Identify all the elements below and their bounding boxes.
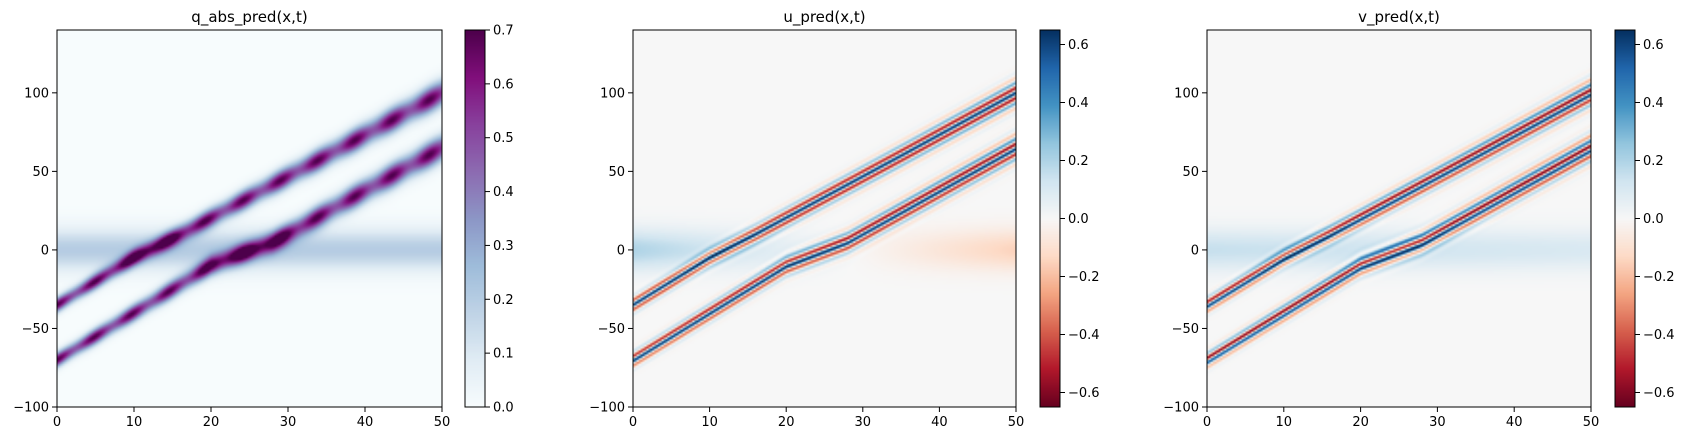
y-tick-label: 0 <box>1191 243 1199 258</box>
colorbar-tick-label: 0.0 <box>1643 212 1664 227</box>
colorbar-tick-label: −0.4 <box>1068 328 1100 343</box>
axes-frame <box>632 29 1017 408</box>
panel-title: u_pred(x,t) <box>783 8 865 27</box>
colorbar-tick-label: 0.0 <box>1068 212 1089 227</box>
y-tick-label: −50 <box>598 322 625 337</box>
colorbar-tick-label: 0.5 <box>493 131 514 146</box>
y-tick-label: 100 <box>24 86 49 101</box>
y-tick-label: −50 <box>1172 322 1199 337</box>
x-tick-label: 0 <box>53 415 61 430</box>
colorbar-tick-label: 0.2 <box>493 293 514 308</box>
colorbar-tick-label: 0.6 <box>1643 38 1664 53</box>
chart-panel-3: v_pred(x,t)0 10 20 30 40 50−100−50050100−0.6−… <box>1163 8 1674 430</box>
y-tick-label: −100 <box>13 401 49 416</box>
colorbar-tick-label: 0.7 <box>493 24 514 39</box>
colorbar: −0.6 −0.4 −0.2 0.0 0.2 0.4 0.6 <box>1614 29 1675 408</box>
colorbar-tick-label: 0.4 <box>1643 96 1664 111</box>
x-tick-label: 10 <box>701 415 718 430</box>
heatmap-image <box>57 30 442 407</box>
x-tick-label: 30 <box>1429 415 1446 430</box>
colorbar: −0.6 −0.4 −0.2 0.0 0.2 0.4 0.6 <box>1039 29 1100 408</box>
x-tick-label: 20 <box>1352 415 1369 430</box>
y-tick-label: 50 <box>1182 165 1199 180</box>
x-tick-label: 20 <box>203 415 220 430</box>
y-tick-label: −100 <box>589 401 625 416</box>
x-tick-label: 10 <box>1276 415 1293 430</box>
x-tick-label: 50 <box>1008 415 1025 430</box>
y-tick-label: 0 <box>41 243 49 258</box>
x-tick-label: 0 <box>1203 415 1211 430</box>
y-tick-label: 50 <box>608 165 625 180</box>
x-tick-label: 40 <box>357 415 374 430</box>
colorbar-tick-label: −0.2 <box>1068 270 1100 285</box>
x-tick-label: 50 <box>1583 415 1600 430</box>
colorbar-gradient <box>1615 30 1635 407</box>
y-tick-label: 0 <box>617 243 625 258</box>
heatmap-image <box>633 30 1016 407</box>
colorbar-tick-label: 0.2 <box>1068 154 1089 169</box>
axes-frame <box>1206 29 1592 408</box>
chart-panel-1: q_abs_pred(x,t) 0 10 20 30 40 50 −100 −50 0 50 100 0… <box>13 8 513 430</box>
panel-title: q_abs_pred(x,t) <box>191 8 307 27</box>
y-tick-label: 100 <box>600 86 625 101</box>
colorbar-frame <box>464 29 486 408</box>
x-tick-label: 10 <box>126 415 143 430</box>
x-tick-label: 40 <box>1506 415 1523 430</box>
colorbar-gradient <box>1040 30 1060 407</box>
x-tick-label: 40 <box>931 415 948 430</box>
colorbar: 0.0 0.1 0.2 0.3 0.4 0.5 0.6 0.7 <box>464 24 514 416</box>
colorbar-tick-label: 0.4 <box>1068 96 1089 111</box>
colorbar-tick-label: 0.1 <box>493 347 514 362</box>
colorbar-tick-label: 0.6 <box>493 77 514 92</box>
colorbar-tick-label: −0.6 <box>1068 386 1100 401</box>
colorbar-gradient <box>465 30 485 407</box>
chart-panel-2: u_pred(x,t)0 10 20 30 40 50−100−50050100−0.6−… <box>589 8 1099 430</box>
colorbar-tick-label: −0.2 <box>1643 270 1675 285</box>
colorbar-tick-label: −0.6 <box>1643 386 1675 401</box>
colorbar-tick-label: 0.2 <box>1643 154 1664 169</box>
x-tick-label: 30 <box>855 415 872 430</box>
x-tick-label: 20 <box>778 415 795 430</box>
y-tick-label: 100 <box>1174 86 1199 101</box>
x-tick-label: 30 <box>280 415 297 430</box>
colorbar-tick-label: −0.4 <box>1643 328 1675 343</box>
colorbar-tick-label: 0.0 <box>493 401 514 416</box>
x-tick-label: 0 <box>629 415 637 430</box>
heatmap-image <box>1207 30 1591 407</box>
axes-frame <box>56 29 443 408</box>
colorbar-tick-label: 0.6 <box>1068 38 1089 53</box>
colorbar-tick-label: 0.4 <box>493 185 514 200</box>
y-tick-label: 50 <box>32 165 49 180</box>
y-tick-label: −50 <box>22 322 49 337</box>
x-tick-label: 50 <box>434 415 451 430</box>
panel-title: v_pred(x,t) <box>1358 8 1440 27</box>
y-tick-label: −100 <box>1163 401 1199 416</box>
colorbar-tick-label: 0.3 <box>493 239 514 254</box>
